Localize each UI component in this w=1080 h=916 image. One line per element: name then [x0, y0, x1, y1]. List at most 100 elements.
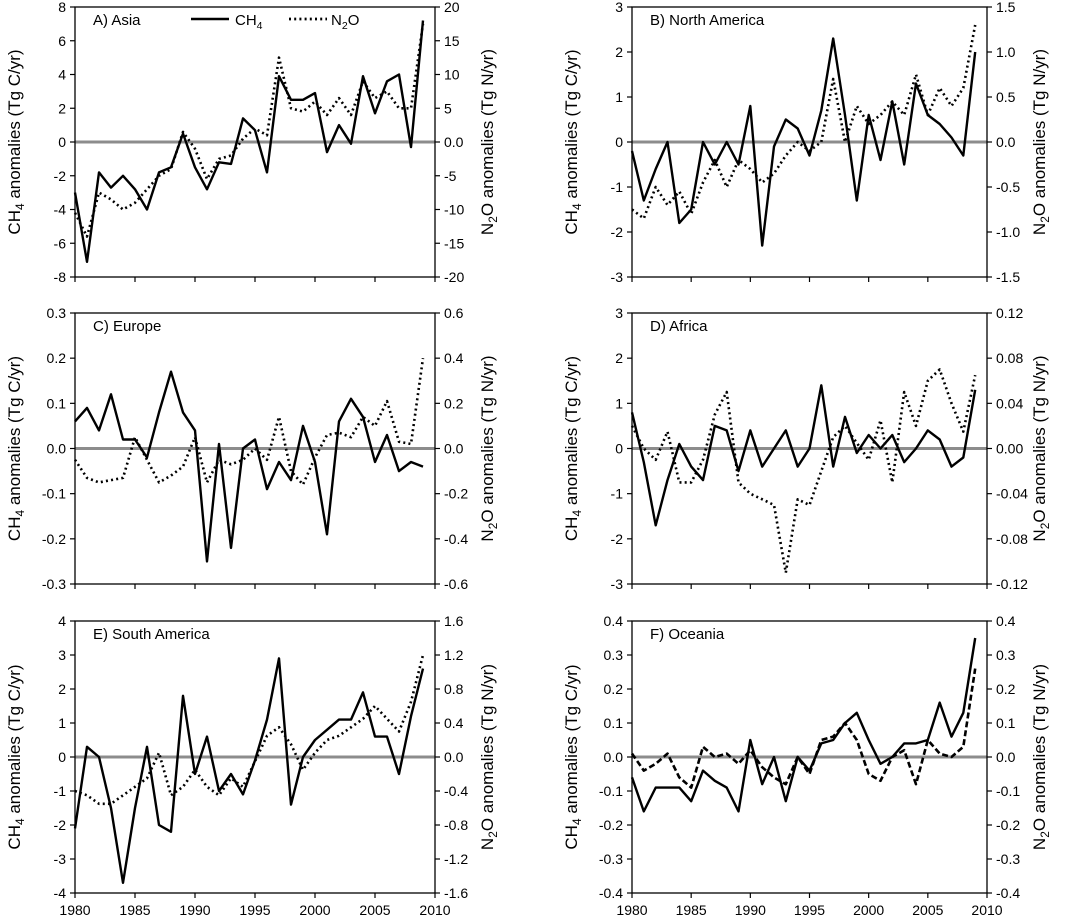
y-left-tick-label: 2 — [58, 681, 66, 697]
y-left-tick-label: 0 — [58, 134, 66, 150]
y-left-tick-label: -3 — [54, 851, 67, 867]
y-right-axis-label: N2O anomalies (Tg N/yr) — [478, 49, 500, 235]
panel-6: 1980 1985 1990 1995 2000 2005 2010-0.4-0.3-0.2… — [562, 613, 1052, 916]
series-n2o-line — [73, 23, 425, 238]
y-left-tick-label: -6 — [54, 235, 67, 251]
y-right-tick-label: -5 — [444, 168, 457, 184]
y-left-tick-label: -0.3 — [599, 851, 623, 867]
y-left-tick-label: -2 — [611, 531, 624, 547]
y-right-tick-label: 5 — [444, 100, 452, 116]
series-n2o-line — [631, 24, 977, 220]
y-left-tick-label: -4 — [54, 202, 67, 218]
y-left-tick-label: -1 — [54, 783, 67, 799]
y-right-tick-label: 0.2 — [444, 395, 464, 411]
y-left-tick-label: 0 — [615, 134, 623, 150]
x-tick-label: 1985 — [676, 902, 707, 916]
y-right-axis-label: N2O anomalies (Tg N/yr) — [1030, 664, 1052, 850]
y-left-tick-label: -4 — [54, 885, 67, 901]
legend-n2o-label: N2O — [331, 12, 359, 32]
y-left-axis-label: CH4 anomalies (Tg C/yr) — [5, 664, 27, 849]
y-right-tick-label: 0.5 — [996, 89, 1016, 105]
x-tick-label: 1980 — [59, 902, 90, 916]
y-left-tick-label: 0.0 — [47, 441, 67, 457]
y-left-tick-label: 0.4 — [604, 613, 624, 629]
y-right-tick-label: -10 — [444, 202, 464, 218]
x-tick-label: 2000 — [299, 902, 330, 916]
y-right-tick-label: -0.04 — [996, 486, 1028, 502]
y-left-tick-label: 2 — [58, 100, 66, 116]
y-right-tick-label: 0.08 — [996, 350, 1023, 366]
y-left-tick-label: -1 — [611, 486, 624, 502]
y-right-tick-label: 0.6 — [444, 305, 464, 321]
y-right-tick-label: 15 — [444, 33, 460, 49]
y-left-tick-label: 8 — [58, 0, 66, 15]
series-n2o-line — [73, 358, 425, 486]
x-tick-label: 2000 — [853, 902, 884, 916]
y-right-axis-label: N2O anomalies (Tg N/yr) — [1030, 355, 1052, 541]
y-left-tick-label: 3 — [58, 647, 66, 663]
y-left-tick-label: 0.3 — [604, 647, 624, 663]
y-right-tick-label: -20 — [444, 269, 464, 285]
y-left-tick-label: -0.2 — [42, 531, 66, 547]
y-left-tick-label: 4 — [58, 613, 66, 629]
x-tick-label: 1995 — [239, 902, 270, 916]
y-right-tick-label: 0.0 — [996, 749, 1016, 765]
y-left-tick-label: -2 — [611, 224, 624, 240]
x-tick-label: 1990 — [179, 902, 210, 916]
y-left-tick-label: -2 — [54, 817, 67, 833]
y-left-tick-label: -3 — [611, 576, 624, 592]
y-left-tick-label: 3 — [615, 0, 623, 15]
y-left-tick-label: 0 — [58, 749, 66, 765]
y-left-tick-label: 0.1 — [604, 715, 624, 731]
y-left-tick-label: 2 — [615, 44, 623, 60]
y-right-tick-label: -0.5 — [996, 179, 1020, 195]
series-n2o-line — [630, 668, 977, 789]
y-right-axis-label: N2O anomalies (Tg N/yr) — [478, 664, 500, 850]
y-left-axis-label: CH4 anomalies (Tg C/yr) — [5, 356, 27, 541]
y-right-tick-label: 0.0 — [444, 749, 464, 765]
y-left-tick-label: 3 — [615, 305, 623, 321]
y-left-axis-label: CH4 anomalies (Tg C/yr) — [562, 664, 584, 849]
x-tick-label: 1990 — [735, 902, 766, 916]
y-left-tick-label: -0.2 — [599, 817, 623, 833]
y-right-tick-label: 0.4 — [444, 350, 464, 366]
y-left-tick-label: 0 — [615, 441, 623, 457]
y-left-tick-label: -0.3 — [42, 576, 66, 592]
panel-title: F) Oceania — [650, 626, 725, 643]
y-left-tick-label: -0.4 — [599, 885, 623, 901]
y-right-tick-label: -0.4 — [996, 885, 1020, 901]
y-right-axis-label: N2O anomalies (Tg N/yr) — [1030, 49, 1052, 235]
series-ch4-line — [630, 384, 977, 527]
y-right-tick-label: 0.1 — [996, 715, 1016, 731]
x-tick-label: 2010 — [971, 902, 1002, 916]
y-right-tick-label: -0.3 — [996, 851, 1020, 867]
y-left-axis-label: CH4 anomalies (Tg C/yr) — [562, 356, 584, 541]
x-tick-label: 1980 — [616, 902, 647, 916]
series-n2o-line — [74, 654, 425, 806]
y-right-tick-label: -1.5 — [996, 269, 1020, 285]
panel-2: -3 -2 -1 0 1 2 3 -1.5 -1.0 -0.5 0.0 0.5 1.0 1.5 CH4 an… — [562, 0, 1052, 285]
y-right-axis-label: N2O anomalies (Tg N/yr) — [478, 355, 500, 541]
y-right-tick-label: -0.4 — [444, 783, 468, 799]
x-tick-label: 1985 — [119, 902, 150, 916]
y-right-tick-label: -0.1 — [996, 783, 1020, 799]
y-right-tick-label: -0.08 — [996, 531, 1028, 547]
y-right-tick-label: -0.2 — [996, 817, 1020, 833]
y-right-tick-label: 1.0 — [996, 44, 1016, 60]
series-n2o-line — [630, 368, 977, 575]
y-right-tick-label: 0.12 — [996, 305, 1023, 321]
y-right-tick-label: -15 — [444, 235, 464, 251]
y-right-tick-label: 0.3 — [996, 647, 1016, 663]
panel-title: A) Asia — [93, 12, 141, 29]
panel-4: -3 -2 -1 0 1 2 3 -0.12 -0.08 -0.04 0.00 0.04 0.08 0.1… — [562, 305, 1052, 592]
y-right-tick-label: 1.6 — [444, 613, 464, 629]
y-left-tick-label: 4 — [58, 67, 66, 83]
series-ch4-line — [73, 657, 425, 884]
y-right-tick-label: 0.8 — [444, 681, 464, 697]
panel-5: 1980 1985 1990 1995 2000 2005 2010 -4 -3 -2 -1 0 1 2 3… — [5, 613, 500, 916]
y-left-tick-label: 0.0 — [604, 749, 624, 765]
panel-title: C) Europe — [93, 318, 161, 335]
y-right-tick-label: 20 — [444, 0, 460, 15]
y-left-tick-label: 0.1 — [47, 395, 67, 411]
